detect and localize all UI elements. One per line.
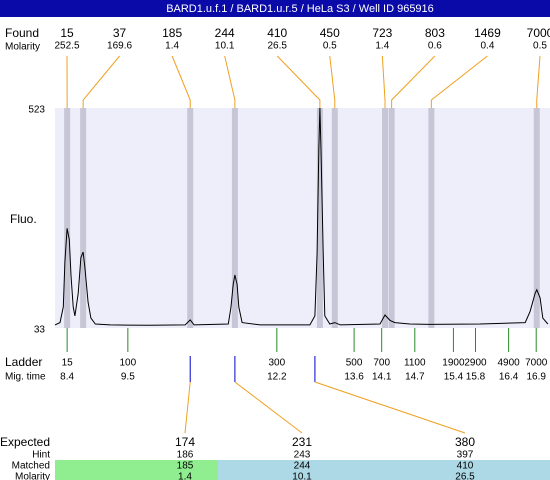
- found-molarity: 1.4: [375, 41, 389, 52]
- ladder-time: 16.9: [526, 372, 546, 383]
- found-connector: [224, 55, 236, 108]
- found-size: 723: [372, 26, 392, 40]
- found-connector: [82, 55, 120, 108]
- peak-band: [382, 108, 388, 328]
- found-size: 37: [113, 26, 127, 40]
- found-connector: [536, 55, 541, 108]
- found-molarity: 252.5: [54, 41, 79, 52]
- peak-band: [80, 108, 87, 328]
- matched-size: 410: [457, 461, 474, 472]
- y-tick-label: 33: [34, 325, 46, 336]
- matched-label: Matched: [12, 461, 50, 472]
- found-size: 244: [215, 26, 235, 40]
- found-molarity: 1.4: [165, 41, 179, 52]
- ladder-size: 2900: [464, 358, 487, 369]
- peak-band: [64, 108, 71, 328]
- ladder-time: 14.7: [405, 372, 425, 383]
- exp-molarity-label: Molarity: [15, 472, 50, 480]
- found-size: 450: [320, 26, 340, 40]
- expected-connector: [314, 381, 466, 434]
- expected-label: Expected: [0, 435, 50, 449]
- matched-size: 244: [294, 461, 311, 472]
- found-size: 410: [267, 26, 287, 40]
- ladder-time: 15.8: [466, 372, 486, 383]
- found-size: 15: [60, 26, 74, 40]
- found-connector: [329, 55, 336, 108]
- ladder-size: 1100: [404, 358, 426, 369]
- found-connector: [391, 55, 436, 108]
- found-connector: [430, 55, 488, 108]
- ladder-time: 16.4: [499, 372, 519, 383]
- found-connector: [381, 55, 386, 108]
- peak-band: [331, 108, 338, 328]
- ladder-size: 700: [373, 358, 390, 369]
- hint-label: Hint: [32, 450, 50, 461]
- matched-bg: [218, 460, 550, 480]
- hint-size: 186: [177, 450, 194, 461]
- ladder-size: 15: [62, 358, 74, 369]
- ladder-size: 7000: [525, 358, 548, 369]
- peak-band: [388, 108, 395, 328]
- found-size: 185: [162, 26, 182, 40]
- found-molarity: 0.5: [533, 41, 547, 52]
- title: BARD1.u.f.1 / BARD1.u.r.5 / HeLa S3 / We…: [166, 3, 434, 15]
- found-molarity: 0.6: [428, 41, 442, 52]
- ladder-size: 300: [268, 358, 285, 369]
- matched-molarity: 26.5: [455, 472, 475, 480]
- molarity-label: Molarity: [5, 42, 40, 53]
- ladder-time: 14.1: [372, 372, 392, 383]
- peak-band: [187, 108, 194, 328]
- peak-band: [428, 108, 435, 328]
- ladder-time: 9.5: [121, 372, 135, 383]
- found-molarity: 0.5: [323, 41, 337, 52]
- expected-connector: [184, 381, 191, 434]
- ladder-size: 100: [119, 358, 136, 369]
- found-label: Found: [5, 26, 39, 40]
- found-size: 803: [425, 26, 445, 40]
- hint-size: 243: [294, 450, 311, 461]
- found-molarity: 0.4: [480, 41, 494, 52]
- ladder-size: 4900: [497, 358, 520, 369]
- expected-connector: [234, 381, 303, 434]
- found-size: 7000: [527, 26, 550, 40]
- y-label: Fluo.: [10, 212, 37, 226]
- matched-size: 185: [177, 461, 194, 472]
- expected-size: 231: [292, 435, 312, 449]
- peak-band: [231, 108, 238, 328]
- found-connector: [276, 55, 321, 108]
- matched-molarity: 1.4: [178, 472, 192, 480]
- ladder-time: 13.6: [344, 372, 364, 383]
- peak-band: [533, 108, 540, 328]
- found-molarity: 10.1: [215, 41, 235, 52]
- peak-band: [316, 108, 323, 328]
- found-molarity: 169.6: [107, 41, 132, 52]
- mig-time-label: Mig. time: [5, 372, 46, 383]
- ladder-time: 8.4: [60, 372, 74, 383]
- ladder-label: Ladder: [5, 355, 42, 369]
- ladder-size: 1900: [442, 358, 465, 369]
- ladder-time: 12.2: [267, 372, 287, 383]
- y-tick-label: 523: [28, 105, 45, 116]
- matched-bg: [55, 460, 218, 480]
- matched-molarity: 10.1: [292, 472, 312, 480]
- trace: [54, 107, 549, 326]
- hint-size: 397: [457, 450, 474, 461]
- expected-size: 380: [455, 435, 475, 449]
- title-bar: [0, 0, 550, 17]
- ladder-time: 15.4: [444, 372, 464, 383]
- found-size: 1469: [474, 26, 501, 40]
- expected-size: 174: [175, 435, 195, 449]
- found-connector: [171, 55, 191, 108]
- plot-area: [55, 108, 550, 328]
- found-molarity: 26.5: [267, 41, 287, 52]
- ladder-size: 500: [346, 358, 363, 369]
